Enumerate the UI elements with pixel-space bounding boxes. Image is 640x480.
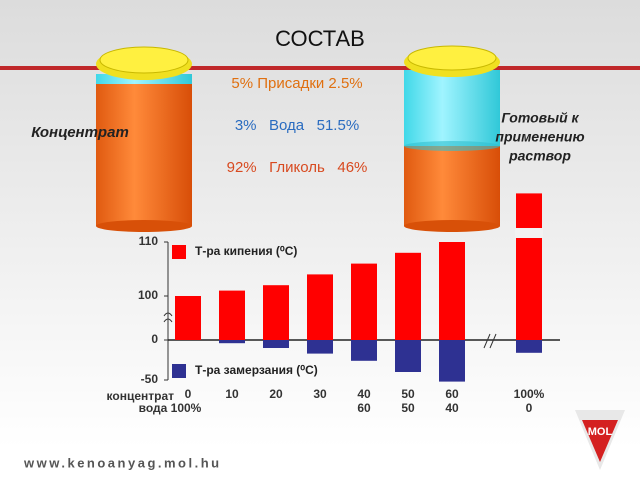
barrel-right — [404, 45, 500, 232]
x-axis-label: концентрат — [107, 389, 175, 403]
logo-text: MOL — [588, 426, 613, 438]
bar — [351, 263, 377, 340]
y-tick-label: 100 — [138, 288, 158, 302]
composition-row: 92% Гликоль 46% — [227, 159, 368, 176]
bar — [351, 340, 377, 361]
x-tick-label: 0 — [185, 387, 192, 401]
x-tick-label: 20 — [269, 387, 283, 401]
x-water-label: 40 — [445, 401, 459, 415]
right-label: Готовый к — [501, 110, 579, 126]
legend-label: Т-ра замерзания (⁰C) — [195, 363, 318, 377]
bar — [263, 340, 289, 348]
title: СОСТАВ — [275, 26, 365, 51]
x-water-label: вода 100% — [139, 401, 202, 415]
bar — [219, 290, 245, 340]
bar — [395, 252, 421, 340]
x-water-label: 50 — [401, 401, 415, 415]
x-tick-label: 50 — [401, 387, 415, 401]
x-tick-label: 60 — [445, 387, 459, 401]
bar — [439, 340, 465, 382]
bar — [219, 340, 245, 344]
legend-swatch — [172, 364, 186, 378]
title-rule — [0, 66, 640, 70]
y-tick-label: 110 — [139, 234, 159, 248]
bar — [516, 193, 542, 340]
x-water-label: 60 — [357, 401, 371, 415]
bar — [175, 296, 201, 340]
bar — [307, 340, 333, 354]
bar — [439, 242, 465, 340]
logo: MOL — [575, 410, 625, 470]
legend-swatch — [172, 245, 186, 259]
axis-break — [483, 333, 497, 349]
x-water-label: 0 — [526, 401, 533, 415]
footer-url: www.kenoanyag.mol.hu — [23, 455, 222, 470]
y-tick-label: -50 — [141, 372, 159, 386]
bar — [263, 285, 289, 340]
x-tick-label: 10 — [225, 387, 239, 401]
legend-label: Т-ра кипения (⁰C) — [195, 244, 297, 258]
bar-break — [515, 228, 543, 238]
x-tick-label: 100% — [514, 387, 545, 401]
composition-row: 5% Присадки 2.5% — [231, 75, 362, 92]
footer-bar — [0, 448, 640, 480]
y-tick-label: 0 — [151, 332, 158, 346]
right-label: раствор — [508, 148, 571, 164]
axis-break — [163, 312, 173, 323]
left-label: Концентрат — [31, 124, 129, 141]
x-tick-label: 30 — [313, 387, 327, 401]
x-tick-label: 40 — [357, 387, 371, 401]
bar — [307, 274, 333, 340]
right-label: применению — [495, 129, 584, 145]
barrel-left — [96, 46, 192, 232]
composition-row: 3% Вода 51.5% — [235, 117, 359, 134]
bar — [395, 340, 421, 372]
bar — [516, 340, 542, 353]
